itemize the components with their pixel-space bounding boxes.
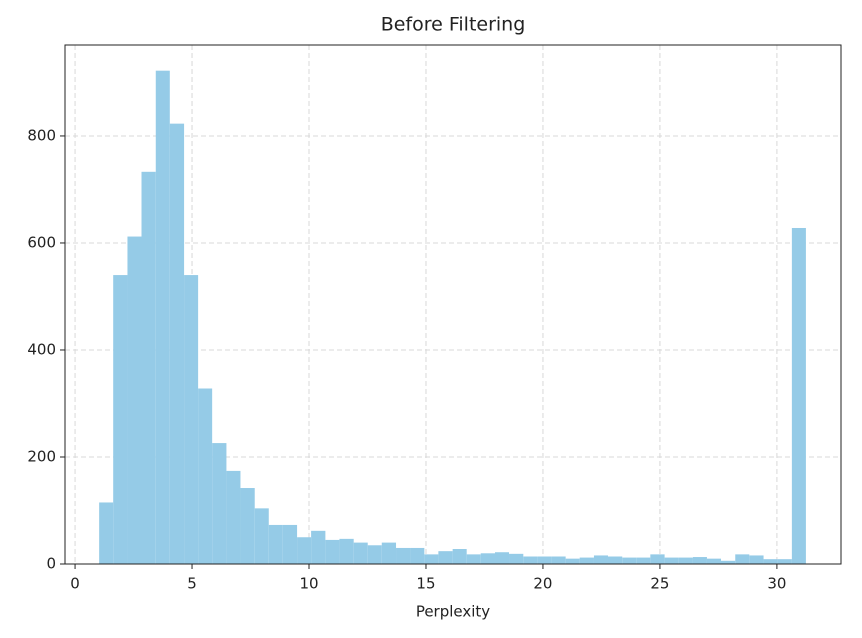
bar bbox=[664, 557, 679, 564]
bar bbox=[678, 557, 693, 564]
bar bbox=[706, 558, 721, 564]
bar bbox=[494, 552, 510, 564]
bar bbox=[99, 502, 114, 564]
x-tick-label: 20 bbox=[533, 575, 552, 593]
bar bbox=[636, 557, 651, 564]
bar bbox=[141, 171, 156, 564]
bar bbox=[622, 557, 637, 564]
bar bbox=[169, 123, 185, 564]
bar bbox=[297, 537, 312, 564]
bar bbox=[480, 553, 495, 564]
bar bbox=[339, 538, 354, 564]
bar bbox=[579, 557, 594, 564]
bar bbox=[424, 554, 439, 564]
x-tick-label: 30 bbox=[767, 575, 786, 593]
bar bbox=[396, 547, 411, 564]
bar bbox=[410, 547, 425, 564]
bar bbox=[466, 554, 481, 564]
bar bbox=[155, 70, 170, 565]
x-tick-label: 5 bbox=[187, 575, 197, 593]
bar bbox=[282, 524, 298, 564]
bar bbox=[198, 388, 213, 564]
y-tick-label: 400 bbox=[27, 340, 56, 358]
ticks: 0 5 10 15 20 25 30 0 200 400 600 800 bbox=[27, 126, 786, 592]
x-tick-label: 0 bbox=[70, 575, 80, 593]
bar bbox=[565, 558, 580, 564]
bar bbox=[523, 556, 538, 564]
bar bbox=[749, 555, 764, 564]
bar bbox=[381, 542, 397, 564]
x-tick-label: 10 bbox=[299, 575, 318, 593]
bar bbox=[692, 557, 707, 564]
bar bbox=[268, 524, 283, 564]
chart-title: Before Filtering bbox=[381, 14, 526, 36]
bar bbox=[367, 545, 382, 564]
bar bbox=[311, 530, 326, 564]
bar bbox=[593, 555, 608, 564]
bar bbox=[551, 556, 566, 564]
plot-frame bbox=[64, 44, 842, 565]
y-tick-label: 600 bbox=[27, 233, 56, 251]
bar bbox=[226, 470, 241, 564]
bar bbox=[720, 560, 736, 564]
bar bbox=[184, 275, 199, 564]
bar bbox=[353, 542, 368, 564]
y-tick-label: 800 bbox=[27, 126, 56, 144]
bar bbox=[763, 559, 778, 564]
bar bbox=[791, 227, 806, 565]
bar bbox=[212, 443, 227, 564]
bar bbox=[607, 556, 623, 564]
bar bbox=[325, 539, 340, 564]
bar bbox=[537, 556, 552, 564]
bar bbox=[438, 551, 453, 564]
bar bbox=[113, 275, 128, 564]
x-tick-label: 25 bbox=[650, 575, 669, 593]
bar bbox=[735, 554, 750, 564]
x-tick-label: 15 bbox=[416, 575, 435, 593]
bar bbox=[777, 559, 792, 564]
bar bbox=[127, 236, 142, 564]
bar bbox=[650, 554, 665, 564]
x-axis-label: Perplexity bbox=[416, 603, 490, 621]
bar bbox=[240, 488, 255, 564]
y-tick-label: 0 bbox=[46, 555, 56, 573]
bar bbox=[254, 508, 269, 564]
bar bbox=[509, 553, 524, 564]
bar bbox=[452, 549, 467, 564]
y-tick-label: 200 bbox=[27, 447, 56, 465]
bars bbox=[99, 70, 806, 565]
